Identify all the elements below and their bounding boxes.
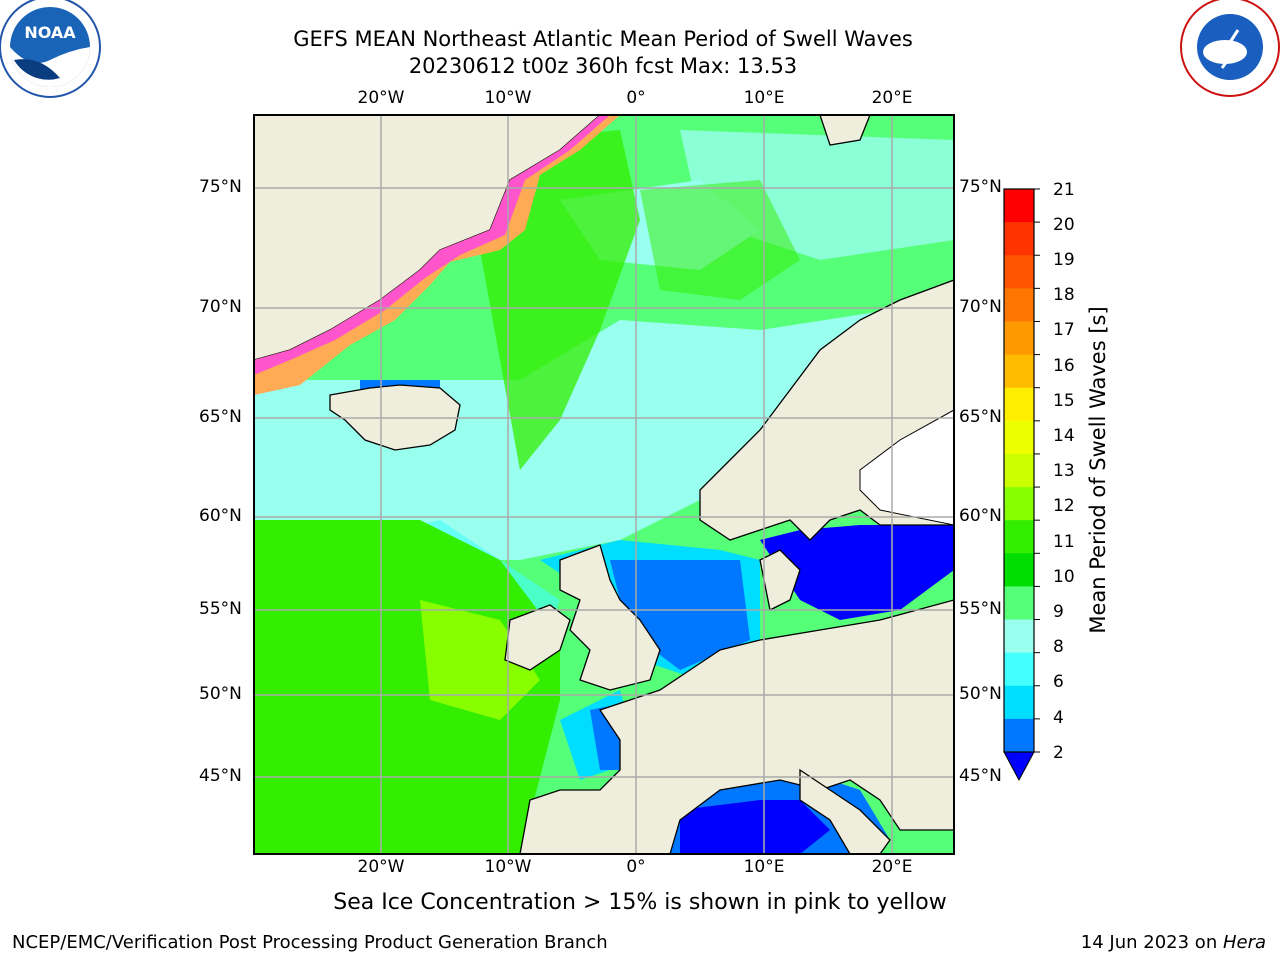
colorbar-segment — [1004, 288, 1034, 322]
lat-tick-right: 70°N — [959, 297, 1002, 317]
colorbar — [1003, 188, 1040, 782]
colorbar-segment — [1004, 652, 1034, 687]
colorbar-frame — [1003, 188, 1035, 753]
colorbar-label: Mean Period of Swell Waves [s] — [1086, 306, 1110, 634]
colorbar-segment — [1004, 420, 1034, 455]
colorbar-tick: 21 — [1053, 180, 1075, 200]
lat-tick-left: 55°N — [199, 599, 242, 619]
colorbar-segment — [1004, 453, 1034, 488]
chart-subtitle: 20230612 t00z 360h fcst Max: 13.53 — [408, 54, 798, 78]
colorbar-tick: 8 — [1053, 637, 1064, 657]
colorbar-tick: 20 — [1053, 215, 1075, 235]
footer-date: 14 Jun 2023 on Hera — [1081, 932, 1266, 953]
lat-tick-right: 65°N — [959, 407, 1002, 427]
chart-title: GEFS MEAN Northeast Atlantic Mean Period… — [293, 27, 913, 51]
map-frame — [253, 114, 955, 855]
colorbar-tick: 18 — [1053, 285, 1075, 305]
colorbar-segment — [1004, 718, 1034, 753]
lon-tick-bottom: 10°W — [484, 857, 532, 877]
lon-tick-bottom: 10°E — [743, 857, 785, 877]
colorbar-tick: 19 — [1053, 250, 1075, 270]
sea-ice-note: Sea Ice Concentration > 15% is shown in … — [333, 890, 947, 915]
colorbar-segment — [1004, 619, 1034, 654]
colorbar-tick: 13 — [1053, 461, 1075, 481]
colorbar-segment — [1004, 553, 1034, 587]
colorbar-tick: 2 — [1053, 743, 1064, 763]
colorbar-tick: 14 — [1053, 426, 1075, 446]
graticule — [254, 115, 954, 854]
colorbar-segment — [1004, 222, 1034, 256]
lat-tick-left: 70°N — [199, 297, 242, 317]
lon-tick-bottom: 0° — [626, 857, 646, 877]
lon-tick-bottom: 20°W — [357, 857, 405, 877]
lon-tick-top: 10°W — [484, 88, 532, 108]
colorbar-tick: 15 — [1053, 391, 1075, 411]
footer-date-text: 14 Jun 2023 on — [1080, 932, 1223, 953]
colorbar-segment — [1004, 685, 1034, 720]
colorbar-segment — [1004, 255, 1034, 289]
colorbar-segment — [1004, 487, 1034, 521]
colorbar-tick: 4 — [1053, 708, 1064, 728]
lat-tick-right: 60°N — [959, 506, 1002, 526]
colorbar-under-arrow — [1003, 751, 1035, 782]
lat-tick-right: 75°N — [959, 177, 1002, 197]
lat-tick-left: 50°N — [199, 684, 242, 704]
lat-tick-right: 55°N — [959, 599, 1002, 619]
footer-host: Hera — [1222, 932, 1266, 953]
lat-tick-left: 45°N — [199, 766, 242, 786]
noaa-logo-text: NOAA — [24, 23, 76, 42]
nws-logo — [1180, 0, 1280, 97]
colorbar-tick: 6 — [1053, 672, 1064, 692]
colorbar-tick: 12 — [1053, 496, 1075, 516]
colorbar-segment — [1004, 189, 1034, 223]
noaa-logo: NOAA — [0, 0, 101, 98]
colorbar-segment — [1004, 354, 1034, 389]
lon-tick-top: 20°E — [871, 88, 913, 108]
colorbar-tick: 10 — [1053, 567, 1075, 587]
lon-tick-top: 20°W — [357, 88, 405, 108]
colorbar-tick: 11 — [1053, 532, 1075, 552]
colorbar-tick: 9 — [1053, 602, 1064, 622]
lat-tick-left: 65°N — [199, 407, 242, 427]
lon-tick-top: 0° — [626, 88, 646, 108]
colorbar-tick: 16 — [1053, 356, 1075, 376]
lon-tick-top: 10°E — [743, 88, 785, 108]
lat-tick-left: 75°N — [199, 177, 242, 197]
colorbar-segment — [1004, 387, 1034, 422]
footer-credit: NCEP/EMC/Verification Post Processing Pr… — [12, 932, 608, 953]
lat-tick-right: 45°N — [959, 766, 1002, 786]
colorbar-segment — [1004, 321, 1034, 356]
colorbar-segment — [1004, 586, 1034, 621]
lat-tick-left: 60°N — [199, 506, 242, 526]
lon-tick-bottom: 20°E — [871, 857, 913, 877]
colorbar-tick: 17 — [1053, 320, 1075, 340]
colorbar-segment — [1004, 520, 1034, 554]
map-plot — [254, 115, 954, 854]
lat-tick-right: 50°N — [959, 684, 1002, 704]
